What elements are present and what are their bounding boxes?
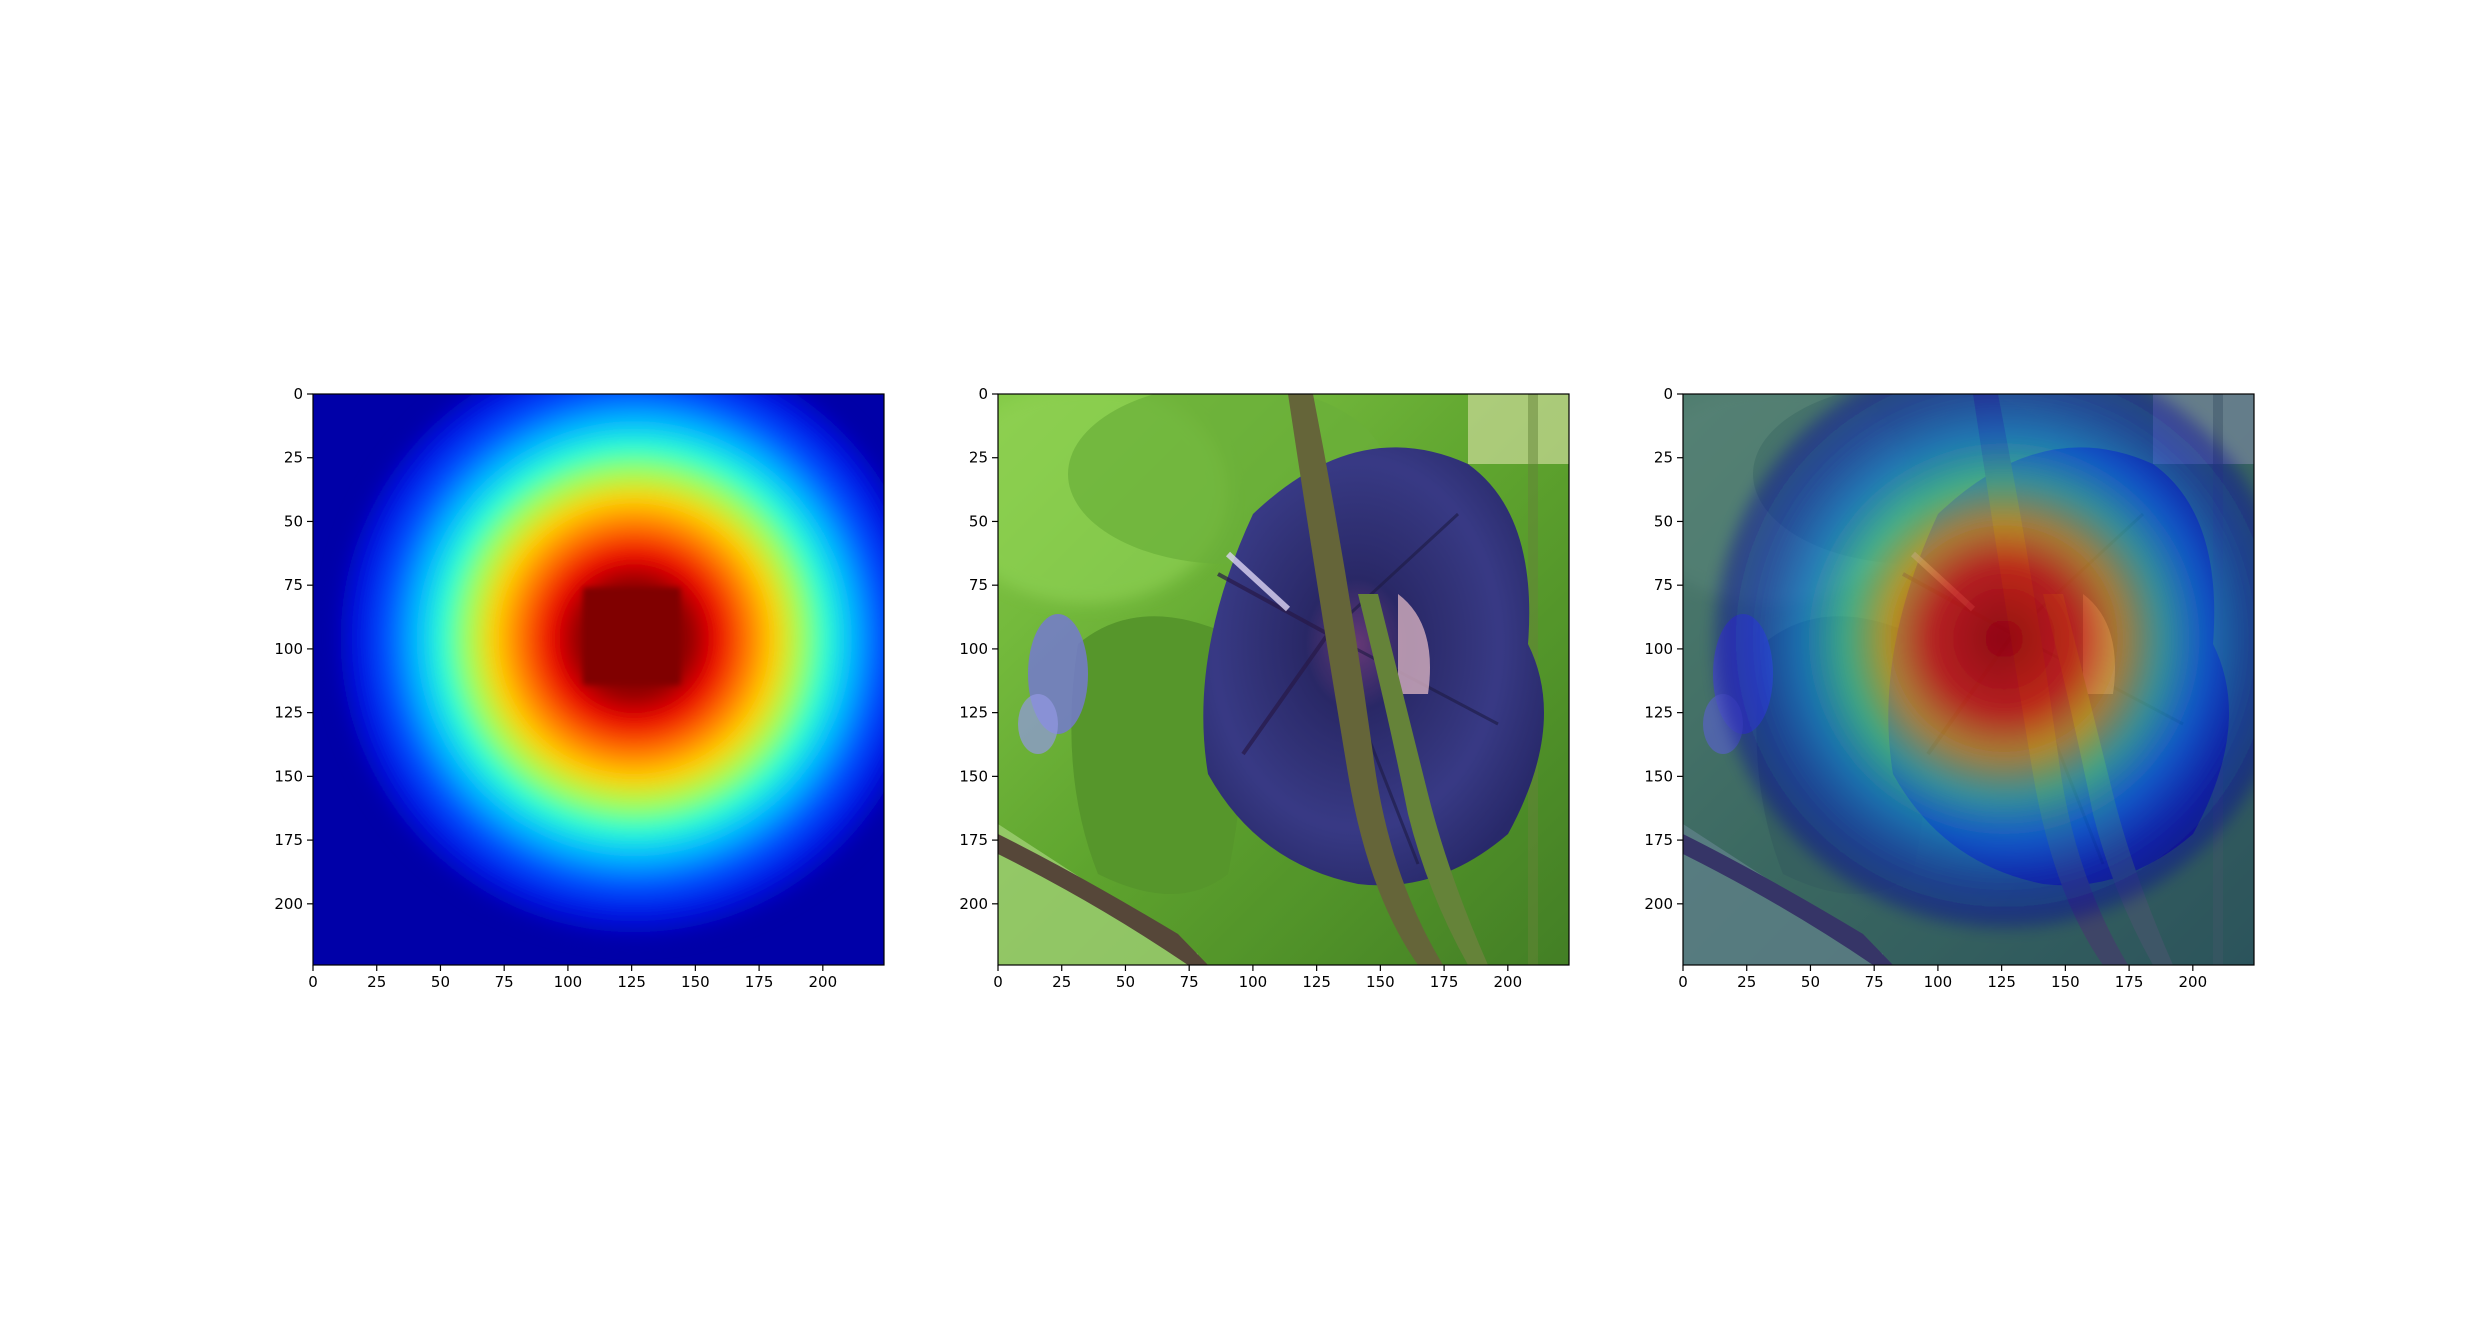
y-tick-label: 50 [969,512,988,530]
x-tick-label: 50 [431,973,450,991]
y-tick-label: 200 [959,895,988,913]
x-tick-label: 125 [1987,973,2016,991]
x-tick-label: 100 [554,973,583,991]
x-tick-label: 50 [1801,973,1820,991]
x-tick-label: 0 [308,973,318,991]
photo-ticks: 0 25 50 75 100 125 150 175 200 0 25 50 75 100 125 150 17… [959,385,1522,991]
x-tick-label: 100 [1924,973,1953,991]
x-tick-label: 200 [2179,973,2208,991]
y-tick-label: 0 [1663,385,1673,403]
x-tick-label: 0 [1678,973,1688,991]
x-tick-label: 25 [1737,973,1756,991]
x-tick-label: 125 [1302,973,1331,991]
flower-photo [948,384,1569,965]
photo-axes-frame [997,393,1570,966]
overlay-panel: 0 25 50 75 100 125 150 175 200 0 25 50 75 100 125 150 17… [1644,385,2255,991]
y-tick-label: 50 [1654,512,1673,530]
x-tick-label: 50 [1116,973,1135,991]
x-tick-label: 75 [1180,973,1199,991]
overlay-ticks: 0 25 50 75 100 125 150 175 200 0 25 50 75 100 125 150 17… [1644,385,2207,991]
y-tick-label: 50 [284,512,303,530]
x-tick-label: 150 [681,973,710,991]
x-tick-label: 75 [495,973,514,991]
y-tick-label: 125 [1644,704,1673,722]
y-tick-label: 100 [959,640,988,658]
x-tick-label: 25 [367,973,386,991]
heatmap-axes-frame [312,393,885,966]
y-tick-label: 75 [284,576,303,594]
x-tick-label: 200 [809,973,838,991]
overlay-axes-frame [1682,393,2255,966]
y-tick-label: 125 [274,704,303,722]
heatmap-panel: 0 25 50 75 100 125 150 175 200 0 25 50 75 100 125 150 17… [274,385,885,991]
y-tick-label: 125 [959,704,988,722]
y-tick-label: 25 [1654,449,1673,467]
y-tick-label: 25 [969,449,988,467]
y-tick-label: 100 [1644,640,1673,658]
x-tick-label: 150 [1366,973,1395,991]
y-tick-label: 150 [274,767,303,785]
x-tick-label: 175 [2115,973,2144,991]
heatmap-peak [583,587,681,685]
y-tick-label: 75 [969,576,988,594]
photo-panel: 0 25 50 75 100 125 150 175 200 0 25 50 75 100 125 150 17… [948,384,1570,991]
y-tick-label: 175 [1644,831,1673,849]
heatmap-ticks: 0 25 50 75 100 125 150 175 200 0 25 50 75 100 125 150 17… [274,385,837,991]
x-tick-label: 175 [1430,973,1459,991]
y-tick-label: 100 [274,640,303,658]
y-tick-label: 200 [1644,895,1673,913]
x-tick-label: 0 [993,973,1003,991]
y-tick-label: 0 [293,385,303,403]
y-tick-label: 175 [274,831,303,849]
x-tick-label: 200 [1494,973,1523,991]
y-tick-label: 150 [959,767,988,785]
y-tick-label: 0 [978,385,988,403]
x-tick-label: 150 [2051,973,2080,991]
y-tick-label: 200 [274,895,303,913]
y-tick-label: 175 [959,831,988,849]
x-tick-label: 25 [1052,973,1071,991]
x-tick-label: 100 [1239,973,1268,991]
overlay-heat-blob [1715,394,2254,928]
x-tick-label: 125 [617,973,646,991]
x-tick-label: 175 [745,973,774,991]
x-tick-label: 75 [1865,973,1884,991]
y-tick-label: 150 [1644,767,1673,785]
y-tick-label: 25 [284,449,303,467]
y-tick-label: 75 [1654,576,1673,594]
